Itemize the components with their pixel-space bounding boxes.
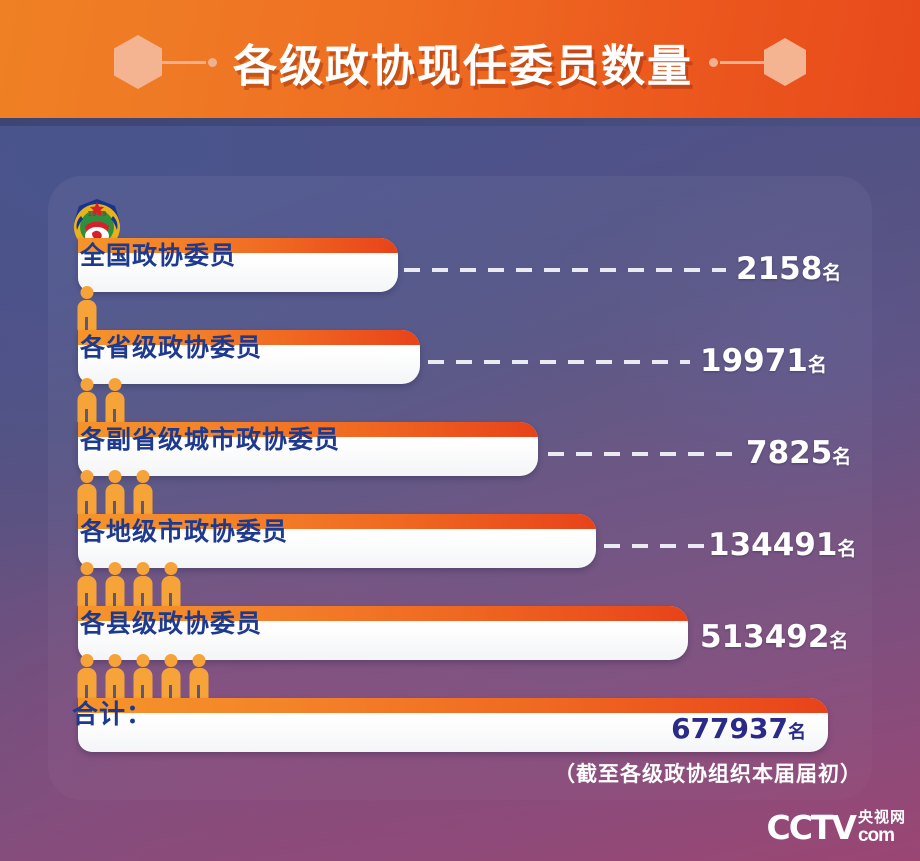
bar-row: 各县级政协委员 513492名 xyxy=(0,562,920,662)
person-icon-group xyxy=(74,562,183,606)
bar-value-number: 134491 xyxy=(708,527,838,563)
person-icon xyxy=(158,562,183,606)
person-icon xyxy=(74,470,99,514)
header-banner: 各级政协现任委员数量 xyxy=(0,0,920,124)
header-rule-right xyxy=(709,57,764,67)
total-value-number: 677937 xyxy=(671,712,788,745)
bar-row: 各省级政协委员 19971名 xyxy=(0,286,920,386)
person-icon-group xyxy=(74,378,127,422)
leader-dashes xyxy=(604,544,708,548)
person-icon-group xyxy=(74,654,211,698)
bar-label: 各地级市政协委员 xyxy=(80,517,289,546)
total-row: 677937名 合计： xyxy=(0,654,920,754)
page-title: 各级政协现任委员数量 xyxy=(233,41,693,92)
cctv-wordmark: CCTV xyxy=(766,807,856,847)
bar-track xyxy=(78,422,538,476)
bar-label: 各县级政协委员 xyxy=(80,609,263,638)
bar-row: 全国政协委员 2158名 xyxy=(0,220,920,294)
bar-value-unit: 名 xyxy=(807,354,827,376)
cctv-com-text: com xyxy=(857,824,895,846)
bar-value-unit: 名 xyxy=(837,538,857,560)
bar-value-number: 2158 xyxy=(736,251,823,287)
bar-value-number: 7825 xyxy=(746,435,833,471)
bar-value-number: 19971 xyxy=(700,343,808,379)
person-icon xyxy=(102,470,127,514)
bar-label: 各省级政协委员 xyxy=(80,333,263,362)
bar-row: 各副省级城市政协委员 7825名 xyxy=(0,378,920,478)
bar-value-unit: 名 xyxy=(822,262,842,284)
hexagon-icon-left xyxy=(114,35,162,89)
bar-value-unit: 名 xyxy=(829,630,849,652)
leader-dashes xyxy=(428,360,690,364)
bar-row: 各地级市政协委员 134491名 xyxy=(0,470,920,570)
svg-text:1949: 1949 xyxy=(87,210,107,218)
bar-value: 2158名 xyxy=(736,251,841,287)
person-icon xyxy=(102,654,127,698)
bar-track xyxy=(78,514,596,568)
person-icon xyxy=(130,562,155,606)
bar-track xyxy=(78,238,398,292)
cctv-chinese-name: 央视网 xyxy=(857,808,906,826)
person-icon xyxy=(74,654,99,698)
bar-value-unit: 名 xyxy=(832,446,852,468)
bar-accent-strip xyxy=(78,606,688,621)
background-glow-upper xyxy=(478,103,920,577)
bar-track xyxy=(78,606,688,660)
total-value-unit: 名 xyxy=(788,722,806,743)
person-icon-group xyxy=(74,470,155,514)
header-underline xyxy=(0,118,920,126)
person-icon xyxy=(102,562,127,606)
person-icon xyxy=(74,562,99,606)
total-value: 677937名 xyxy=(671,712,806,745)
bar-value: 7825名 xyxy=(746,435,851,471)
person-icon xyxy=(158,654,183,698)
hexagon-icon-right xyxy=(764,38,806,86)
person-icon xyxy=(186,654,211,698)
total-bar-accent-strip xyxy=(78,698,828,713)
bar-label: 全国政协委员 xyxy=(80,241,237,270)
bar-accent-strip xyxy=(78,330,420,345)
person-icon xyxy=(74,286,99,330)
bar-label: 各副省级城市政协委员 xyxy=(80,425,341,454)
bar-accent-strip xyxy=(78,422,538,437)
bar-value: 19971名 xyxy=(700,343,827,379)
person-icon xyxy=(130,654,155,698)
person-icon-group xyxy=(74,286,99,330)
total-bar-track: 677937名 xyxy=(78,698,828,752)
person-icon xyxy=(74,378,99,422)
bar-value-number: 513492 xyxy=(700,619,830,655)
bar-value: 134491名 xyxy=(708,527,856,563)
leader-dashes xyxy=(404,268,726,272)
person-icon xyxy=(102,378,127,422)
cctv-logo: CCTV 央视网 com xyxy=(766,807,906,847)
chart-footnote: （截至各级政协组织本届届初） xyxy=(554,762,862,786)
bar-accent-strip xyxy=(78,514,596,529)
bar-accent-strip xyxy=(78,238,398,253)
header-rule-left xyxy=(162,57,217,67)
bar-track xyxy=(78,330,420,384)
leader-dashes xyxy=(548,452,736,456)
bar-value: 513492名 xyxy=(700,619,848,655)
total-label: 合计： xyxy=(72,700,154,730)
person-icon xyxy=(130,470,155,514)
